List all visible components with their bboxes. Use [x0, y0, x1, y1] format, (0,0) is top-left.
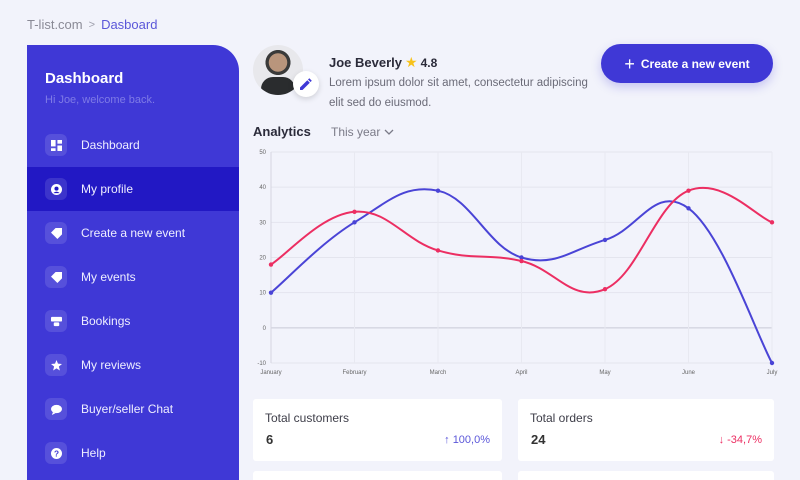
- breadcrumb: T-list.com > Dasboard: [27, 17, 157, 32]
- sidebar-item-chat[interactable]: Buyer/seller Chat: [27, 387, 239, 431]
- svg-text:40: 40: [259, 185, 266, 191]
- sidebar-item-my-profile[interactable]: My profile: [27, 167, 239, 211]
- sidebar-item-label: My reviews: [81, 358, 142, 372]
- tag-icon: [45, 266, 67, 288]
- help-icon: ?: [45, 442, 67, 464]
- svg-text:July: July: [767, 370, 778, 376]
- stat-card-orders: Total orders 24 ↓ -34,7%: [518, 399, 774, 461]
- profile-name-row: Joe Beverly ★ 4.8: [329, 54, 437, 71]
- sidebar-menu: Dashboard My profile Create a new event …: [27, 123, 239, 475]
- stat-delta: ↓ -34,7%: [718, 434, 762, 446]
- svg-text:-10: -10: [257, 361, 266, 367]
- sidebar-item-label: My events: [81, 270, 136, 284]
- stat-delta: ↑ 100,0%: [444, 434, 490, 446]
- grid-icon: [45, 134, 67, 156]
- stat-label: Total orders: [530, 411, 593, 425]
- user-icon: [45, 178, 67, 200]
- profile-name: Joe Beverly: [329, 55, 402, 70]
- sidebar-item-create-event[interactable]: Create a new event: [27, 211, 239, 255]
- stat-card-customers: Total customers 6 ↑ 100,0%: [253, 399, 502, 461]
- star-icon: ★: [405, 54, 418, 70]
- sidebar-item-dashboard[interactable]: Dashboard: [27, 123, 239, 167]
- svg-text:March: March: [430, 370, 447, 376]
- sidebar-item-label: Buyer/seller Chat: [81, 402, 174, 416]
- sidebar-item-help[interactable]: ? Help: [27, 431, 239, 475]
- stat-value: 24: [531, 432, 546, 447]
- svg-text:February: February: [342, 370, 366, 376]
- svg-text:30: 30: [259, 220, 266, 226]
- sidebar: Dashboard Hi Joe, welcome back. Dashboar…: [27, 45, 239, 480]
- svg-text:0: 0: [263, 326, 267, 332]
- chevron-right-icon: >: [88, 18, 96, 31]
- analytics-line-chart: 50 40 30 20 10 0 -10 January February March April M…: [257, 150, 778, 376]
- stat-value: 6: [266, 432, 274, 447]
- sidebar-item-label: Help: [81, 446, 106, 460]
- sidebar-item-bookings[interactable]: Bookings: [27, 299, 239, 343]
- arrow-down-icon: ↓: [718, 434, 728, 446]
- range-value: This year: [331, 125, 381, 139]
- chevron-down-icon: [384, 129, 394, 135]
- profile-rating: 4.8: [420, 55, 438, 70]
- svg-text:50: 50: [259, 150, 266, 156]
- svg-text:10: 10: [259, 291, 266, 297]
- range-dropdown[interactable]: This year: [331, 125, 394, 139]
- svg-text:April: April: [515, 370, 527, 376]
- plus-icon: +: [624, 53, 635, 74]
- stat-card-3: [253, 471, 502, 480]
- arrow-up-icon: ↑: [444, 434, 453, 446]
- breadcrumb-current: Dasboard: [101, 17, 158, 32]
- sidebar-item-label: Bookings: [81, 314, 131, 328]
- svg-text:May: May: [599, 370, 610, 376]
- stat-label: Total customers: [265, 411, 350, 425]
- analytics-title: Analytics: [253, 124, 311, 139]
- svg-text:20: 20: [259, 256, 266, 262]
- chat-icon: [45, 398, 67, 420]
- sidebar-item-label: Dashboard: [81, 138, 140, 152]
- edit-avatar-button[interactable]: [293, 71, 319, 97]
- create-event-label: Create a new event: [640, 56, 750, 71]
- svg-text:?: ?: [53, 449, 58, 458]
- svg-text:June: June: [682, 370, 696, 376]
- sidebar-subtitle: Hi Joe, welcome back.: [45, 94, 156, 106]
- sidebar-title: Dashboard: [45, 70, 124, 87]
- sidebar-item-label: My profile: [81, 182, 134, 196]
- sidebar-item-my-events[interactable]: My events: [27, 255, 239, 299]
- ticket-icon: [45, 310, 67, 332]
- svg-text:January: January: [260, 370, 281, 376]
- stat-card-4: [518, 471, 774, 480]
- sidebar-item-my-reviews[interactable]: My reviews: [27, 343, 239, 387]
- breadcrumb-root[interactable]: T-list.com: [27, 17, 83, 32]
- profile-description: Lorem ipsum dolor sit amet, consectetur …: [329, 77, 588, 109]
- pencil-icon: [300, 78, 312, 90]
- tag-icon: [45, 222, 67, 244]
- star-icon: [45, 354, 67, 376]
- sidebar-item-label: Create a new event: [81, 226, 186, 240]
- create-event-button[interactable]: + Create a new event: [601, 44, 773, 83]
